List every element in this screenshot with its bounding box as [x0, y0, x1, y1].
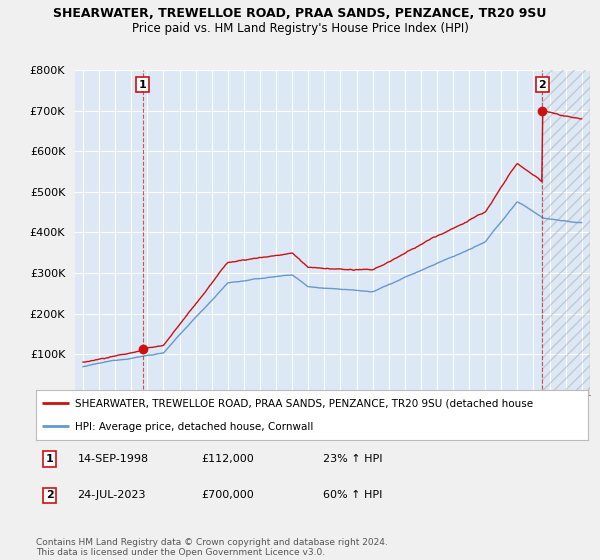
- Text: Contains HM Land Registry data © Crown copyright and database right 2024.
This d: Contains HM Land Registry data © Crown c…: [36, 538, 388, 557]
- Text: HPI: Average price, detached house, Cornwall: HPI: Average price, detached house, Corn…: [74, 422, 313, 432]
- Text: £112,000: £112,000: [202, 454, 254, 464]
- Text: SHEARWATER, TREWELLOE ROAD, PRAA SANDS, PENZANCE, TR20 9SU (detached house: SHEARWATER, TREWELLOE ROAD, PRAA SANDS, …: [74, 399, 533, 408]
- Text: 14-SEP-1998: 14-SEP-1998: [77, 454, 149, 464]
- Text: 2: 2: [538, 80, 546, 90]
- Text: 60% ↑ HPI: 60% ↑ HPI: [323, 491, 382, 501]
- Text: 23% ↑ HPI: 23% ↑ HPI: [323, 454, 383, 464]
- Text: 2: 2: [46, 491, 53, 501]
- Text: SHEARWATER, TREWELLOE ROAD, PRAA SANDS, PENZANCE, TR20 9SU: SHEARWATER, TREWELLOE ROAD, PRAA SANDS, …: [53, 7, 547, 20]
- Text: 1: 1: [46, 454, 53, 464]
- Text: 24-JUL-2023: 24-JUL-2023: [77, 491, 146, 501]
- Text: Price paid vs. HM Land Registry's House Price Index (HPI): Price paid vs. HM Land Registry's House …: [131, 22, 469, 35]
- Text: 1: 1: [139, 80, 146, 90]
- Text: £700,000: £700,000: [202, 491, 254, 501]
